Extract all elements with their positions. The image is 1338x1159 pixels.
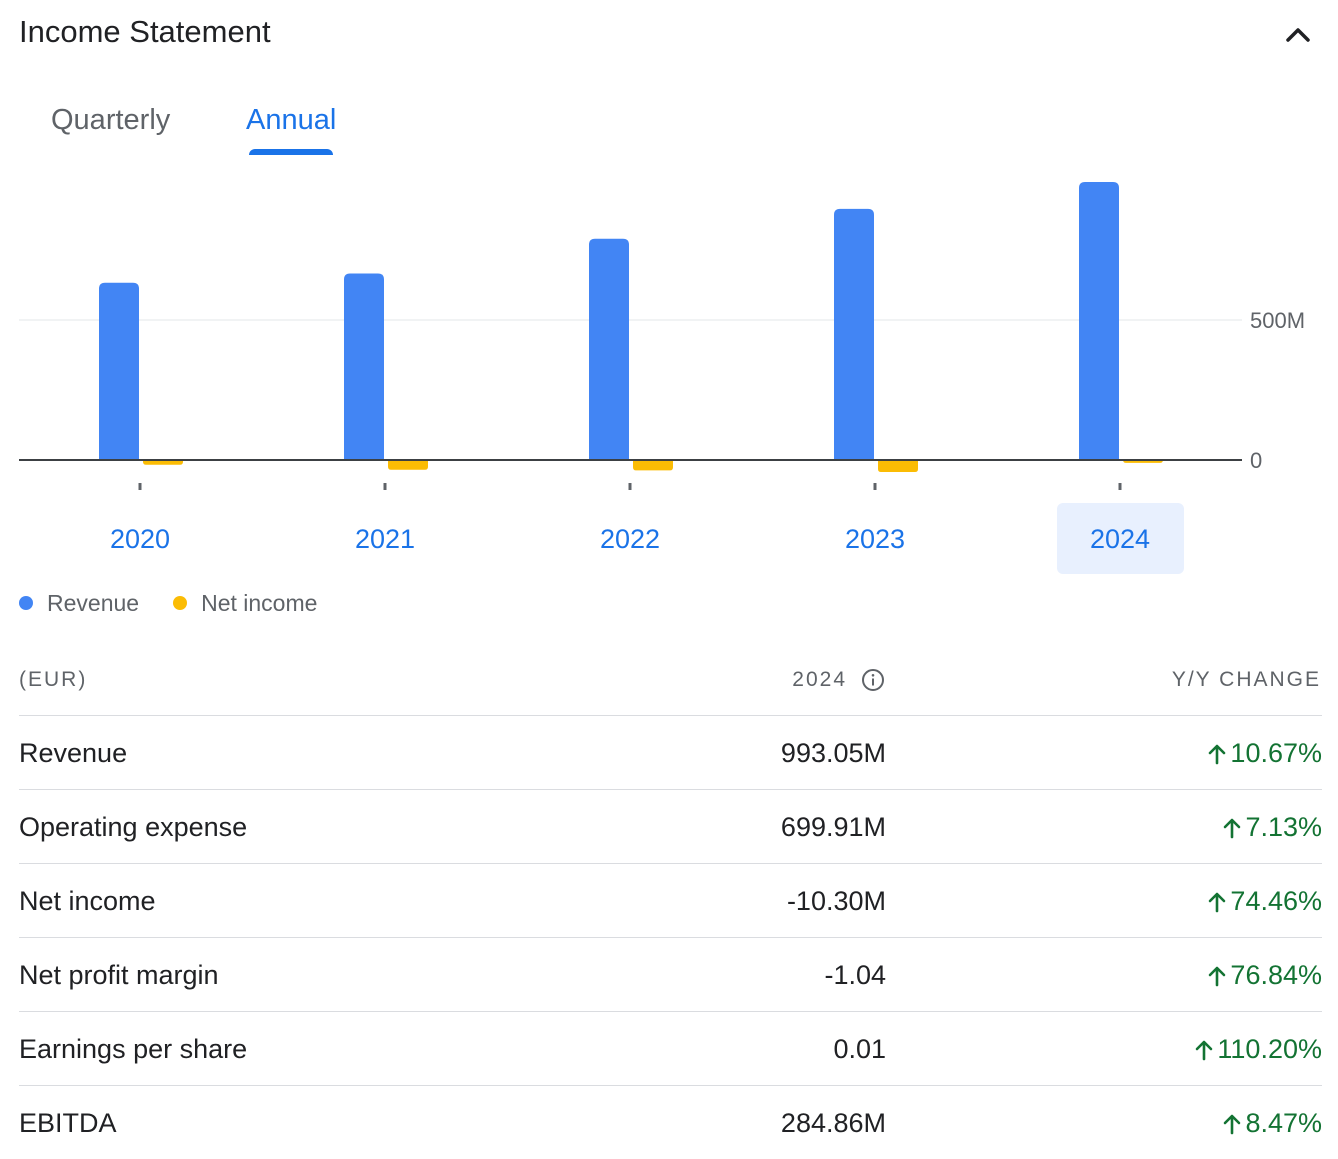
table-row: EBITDA 284.86M 8.47% xyxy=(19,1085,1322,1159)
arrow-up-icon xyxy=(1224,818,1241,838)
row-change: 8.47% xyxy=(1222,1108,1322,1139)
year-label[interactable]: 2022 xyxy=(600,524,660,554)
row-label: Earnings per share xyxy=(19,1034,248,1064)
row-change: 74.46% xyxy=(1207,886,1322,917)
chevron-up-icon[interactable] xyxy=(1282,20,1314,52)
row-change-value: 110.20% xyxy=(1217,1034,1322,1064)
row-change-value: 76.84% xyxy=(1230,960,1322,990)
row-label: EBITDA xyxy=(19,1108,117,1138)
revenue-bar xyxy=(1079,181,1119,461)
row-change-value: 10.67% xyxy=(1230,738,1322,768)
period-header: 2024 xyxy=(792,668,885,692)
income-table: Revenue 993.05M 10.67% Operating expense… xyxy=(19,715,1322,1159)
row-change: 110.20% xyxy=(1194,1034,1322,1065)
arrow-up-icon xyxy=(1209,966,1226,986)
table-row: Operating expense 699.91M 7.13% xyxy=(19,789,1322,863)
tab-annual[interactable]: Annual xyxy=(246,104,337,136)
row-value: -10.30M xyxy=(786,886,886,916)
row-value: 284.86M xyxy=(780,1108,886,1138)
legend-revenue-label: Revenue xyxy=(47,589,140,616)
period-header-label: 2024 xyxy=(792,668,847,691)
row-label: Revenue xyxy=(19,738,128,768)
row-change: 7.13% xyxy=(1222,812,1322,843)
row-change-value: 8.47% xyxy=(1245,1108,1322,1138)
table-row: Net profit margin -1.04 76.84% xyxy=(19,937,1322,1011)
row-value: 699.91M xyxy=(780,812,886,842)
row-value: 993.05M xyxy=(780,738,886,768)
section-title: Income Statement xyxy=(19,14,271,49)
chart-legend: Revenue Net income xyxy=(19,588,351,618)
arrow-up-icon xyxy=(1209,892,1226,912)
row-label: Net income xyxy=(19,886,156,916)
row-change: 10.67% xyxy=(1207,738,1322,769)
revenue-dot-icon xyxy=(19,596,33,610)
revenue-bar xyxy=(589,238,629,460)
net-income-dot-icon xyxy=(173,596,188,610)
tab-selected-indicator xyxy=(249,149,333,155)
arrow-up-icon xyxy=(1224,1114,1241,1134)
table-row: Earnings per share 0.01 110.20% xyxy=(19,1011,1322,1085)
table-header: (EUR) 2024 Y/Y CHANGE xyxy=(19,668,1321,698)
net-income-bar xyxy=(633,460,673,471)
row-change: 76.84% xyxy=(1207,960,1322,991)
income-chart: 0 500M 2020 2021 2022 2023 2024 xyxy=(19,181,1305,574)
revenue-bar xyxy=(99,282,139,460)
revenue-bar xyxy=(344,273,384,460)
revenue-bar xyxy=(834,208,874,460)
year-label[interactable]: 2023 xyxy=(845,524,905,554)
legend-net-income-label: Net income xyxy=(201,589,318,616)
selected-year-highlight xyxy=(1057,503,1184,574)
net-income-bar xyxy=(878,460,918,473)
row-value: 0.01 xyxy=(833,1034,886,1064)
net-income-bar xyxy=(143,460,183,465)
change-header: Y/Y CHANGE xyxy=(1171,668,1321,691)
tab-quarterly[interactable]: Quarterly xyxy=(51,104,171,136)
table-row: Revenue 993.05M 10.67% xyxy=(19,715,1322,789)
currency-header: (EUR) xyxy=(19,668,88,691)
row-label: Operating expense xyxy=(19,812,248,842)
row-change-value: 7.13% xyxy=(1245,812,1322,842)
y-tick-label: 500M xyxy=(1250,308,1305,333)
table-row: Net income -10.30M 74.46% xyxy=(19,863,1322,937)
net-income-bar xyxy=(388,460,428,470)
arrow-up-icon xyxy=(1209,744,1226,764)
row-value: -1.04 xyxy=(824,960,886,990)
info-icon[interactable] xyxy=(861,668,885,692)
arrow-up-icon xyxy=(1196,1040,1213,1060)
year-label[interactable]: 2024 xyxy=(1090,524,1150,554)
legend-net-income: Net income xyxy=(173,590,317,617)
row-change-value: 74.46% xyxy=(1230,886,1322,916)
y-tick-label: 0 xyxy=(1250,448,1262,473)
legend-revenue: Revenue xyxy=(19,590,139,617)
year-label[interactable]: 2020 xyxy=(110,524,170,554)
year-label[interactable]: 2021 xyxy=(355,524,415,554)
row-label: Net profit margin xyxy=(19,960,219,990)
